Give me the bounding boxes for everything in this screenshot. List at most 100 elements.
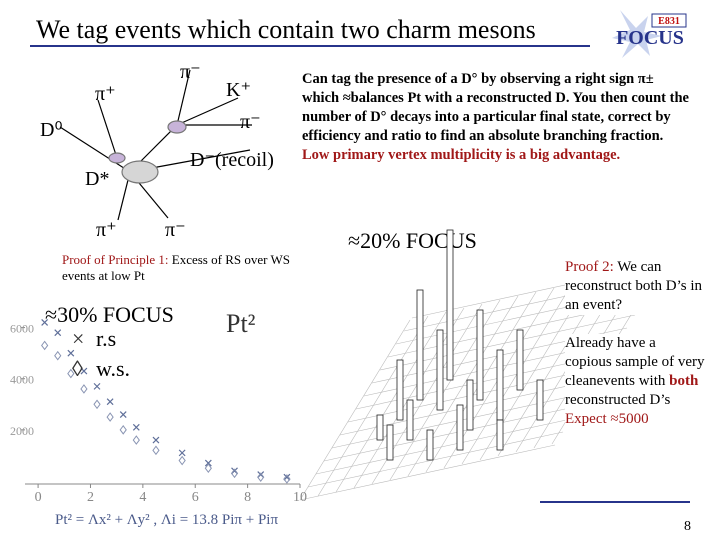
particle-label: D⁰	[40, 119, 62, 141]
proof1: Proof of Principle 1: Excess of RS over …	[62, 252, 292, 284]
logo-top: E831	[658, 16, 680, 27]
proof1-text: Excess of RS over WS events at low Pt	[62, 252, 290, 283]
note-text2: reconstructed D’s	[565, 392, 671, 408]
ws-point	[283, 474, 291, 484]
lego-grid	[353, 307, 465, 489]
lego-grid	[299, 444, 556, 501]
x-tick-label: 8	[244, 490, 251, 505]
lego-spike	[386, 424, 394, 461]
ws-point	[257, 472, 265, 482]
ws-point	[67, 368, 75, 379]
lego-spike	[476, 309, 484, 401]
track	[59, 126, 131, 173]
rs-point	[283, 473, 291, 481]
lego-spike	[536, 379, 544, 421]
note-text: Already have a copious sample of very cl…	[565, 335, 705, 389]
x-tick-label: 6	[192, 490, 199, 505]
x-tick-label: 10	[293, 490, 307, 505]
note: Already have a copious sample of very cl…	[565, 334, 705, 429]
axis-label: Pt²	[226, 309, 256, 338]
track	[176, 69, 191, 126]
logo-box	[651, 13, 687, 28]
logo: E831 FOCUS	[612, 10, 687, 58]
lego-grid	[299, 319, 411, 501]
particle-label: π⁻	[240, 111, 261, 133]
y-tick-label: 2000	[10, 424, 34, 438]
particle-label: D*	[85, 168, 109, 190]
scatter-plot: 0 2 4 6 8 10 2000 4000 6000 ≈30% FOCUS Pt² × r.s ◊ w.s…	[10, 302, 307, 528]
ws-point	[204, 463, 212, 474]
ws-point	[41, 340, 49, 351]
lego-spike	[406, 399, 414, 441]
proof2-text: We can reconstruct both D’s in an event?	[565, 259, 703, 313]
y-tick-label: 6000	[10, 322, 34, 336]
particle-label: π⁻	[165, 219, 186, 241]
particle-label: D⁻(recoil)	[190, 149, 274, 171]
proof2: Proof 2: We can reconstruct both D’s in …	[565, 258, 705, 315]
ws-point	[178, 455, 186, 466]
ws-point	[106, 412, 114, 422]
vertex	[108, 152, 126, 164]
rs-point	[178, 449, 186, 457]
particle-label: π⁻	[180, 61, 201, 83]
lego-spike	[416, 289, 424, 401]
lego-grid	[315, 418, 572, 475]
lego-grid	[323, 405, 580, 462]
description: Can tag the presence of a D° by observin…	[302, 70, 692, 165]
chart-caption: Pt² = Λx² + Λy² , Λi = 13.8 Piπ + Piπ	[55, 512, 278, 528]
ws-point	[132, 435, 140, 445]
x-tick-label: 0	[35, 490, 42, 505]
note-bold: both	[669, 373, 699, 389]
particle-label: π⁺	[95, 83, 116, 105]
vertex	[121, 160, 159, 184]
rs-point	[54, 329, 62, 337]
proof1-label: Proof of Principle 1:	[62, 252, 169, 267]
rs-point	[152, 436, 160, 444]
focus-share: ≈20% FOCUS	[348, 228, 477, 253]
rs-point	[106, 398, 114, 406]
ws-point	[80, 384, 88, 394]
lego-grid	[307, 431, 564, 488]
description-highlight: Low primary vertex multiplicity is a big…	[302, 147, 621, 163]
ws-point	[93, 399, 101, 410]
rs-point	[93, 382, 101, 390]
track	[97, 99, 118, 159]
rs-point	[80, 367, 88, 375]
description-text: Can tag the presence of a D° by observin…	[302, 71, 689, 144]
logo-text: FOCUS	[616, 27, 684, 49]
y-tick-label: 4000	[10, 373, 34, 387]
legend-marker: ◊	[72, 356, 83, 381]
lego-spike	[376, 414, 384, 441]
chart-annotation: ≈30% FOCUS	[45, 302, 174, 327]
x-tick-label: 2	[87, 490, 94, 505]
lego-spike	[516, 329, 524, 391]
particle-label: π⁺	[96, 219, 117, 241]
lego-spike	[496, 349, 504, 421]
legend-label: r.s	[96, 326, 116, 351]
rs-point	[41, 319, 49, 326]
lego-spike	[496, 419, 504, 451]
lego-spike	[466, 379, 474, 431]
logo-star	[612, 10, 662, 58]
proof2-label: Proof 2:	[565, 259, 614, 275]
slide-title: We tag events which contain two charm me…	[36, 15, 536, 44]
ws-point	[119, 425, 127, 435]
note-expect: Expect ≈5000	[565, 411, 649, 427]
lego-spike	[426, 429, 434, 461]
page-number: 8	[684, 519, 691, 534]
rs-point	[132, 423, 140, 431]
lego-spike	[446, 229, 454, 381]
rs-point	[204, 459, 212, 467]
lego-spike	[456, 404, 464, 451]
legend-label: w.s.	[96, 356, 130, 381]
decay-diagram	[59, 69, 252, 221]
ws-point	[152, 445, 160, 456]
particle-label: K⁺	[226, 79, 251, 101]
track	[176, 97, 239, 126]
particle-labels: π⁻ K⁺ π⁺ π⁻ D⁰ D⁻(recoil) D* π⁺ π⁻	[40, 61, 274, 241]
x-tick-label: 4	[139, 490, 146, 505]
lego-plot	[299, 229, 668, 501]
ws-point	[54, 350, 62, 361]
